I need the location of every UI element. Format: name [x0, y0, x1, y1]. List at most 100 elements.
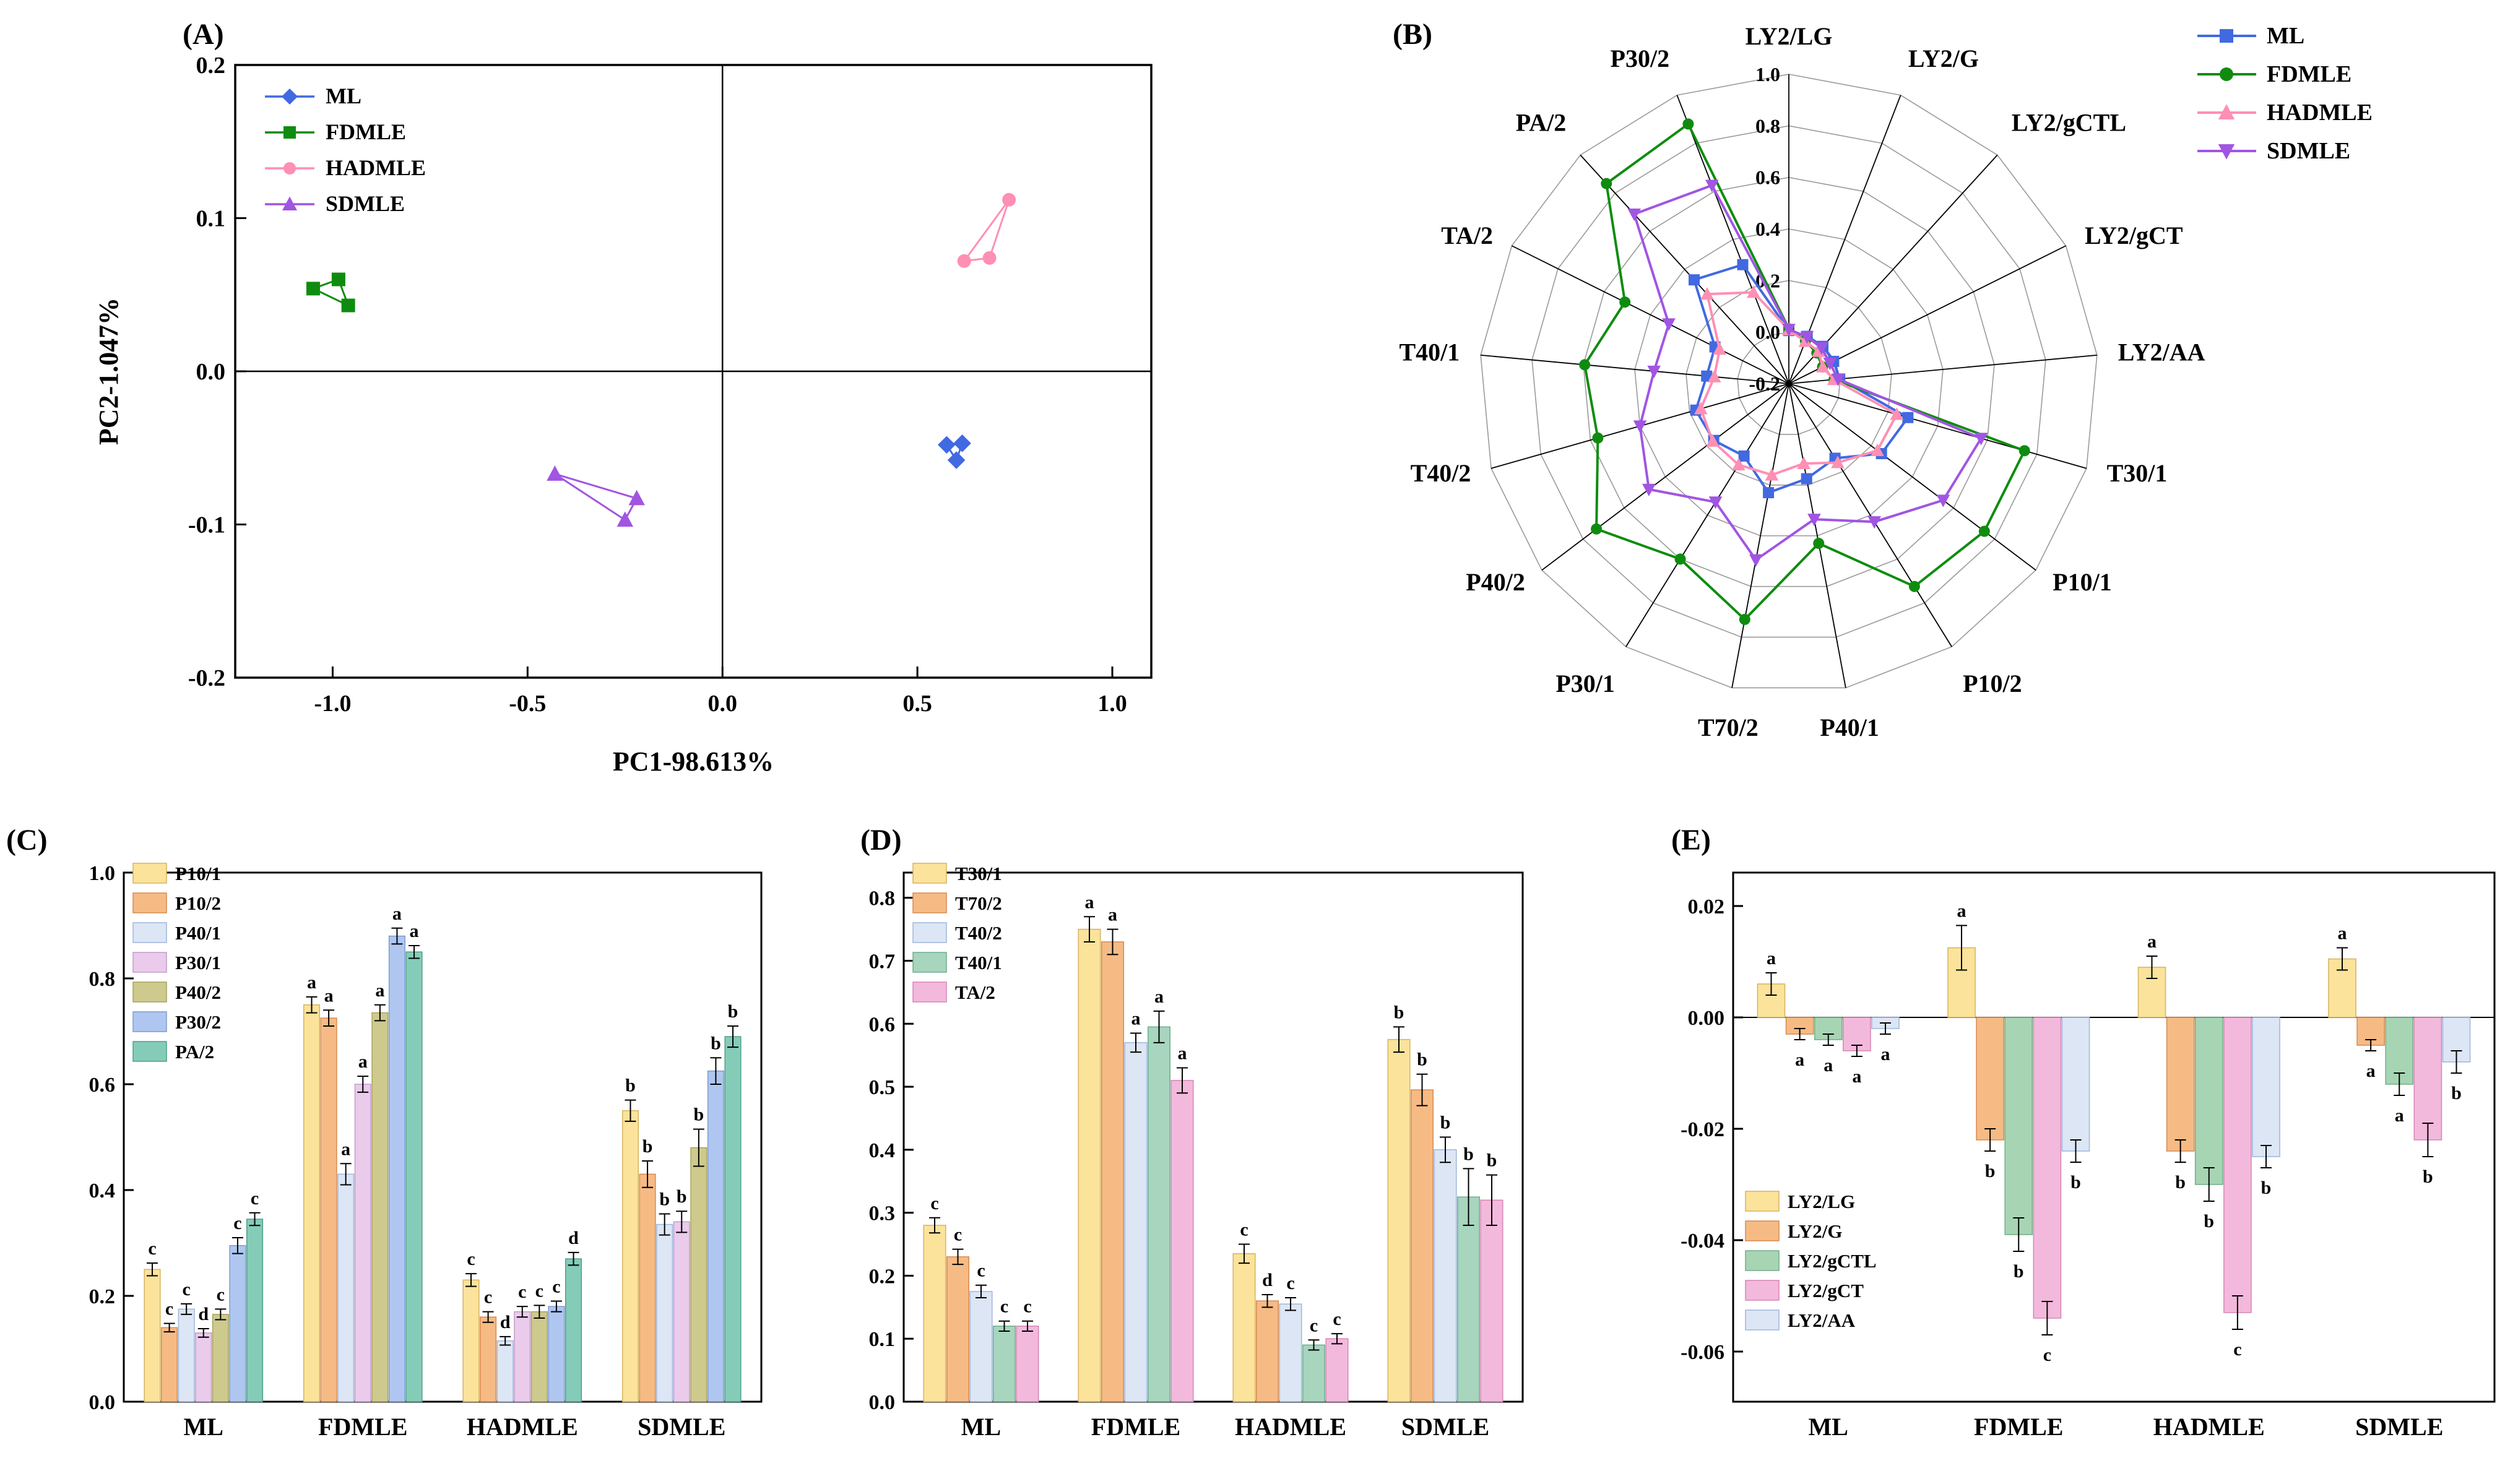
svg-text:1.0: 1.0 [89, 862, 116, 885]
svg-text:0.3: 0.3 [869, 1202, 896, 1225]
svg-text:b: b [1440, 1113, 1451, 1133]
svg-text:LY2/G: LY2/G [1788, 1220, 1842, 1242]
svg-text:0.1: 0.1 [196, 206, 226, 232]
svg-text:c: c [552, 1277, 560, 1297]
svg-text:b: b [2175, 1172, 2186, 1193]
svg-text:c: c [1023, 1296, 1031, 1317]
series-P10/1: c a c b [144, 972, 639, 1402]
series-P30/2: c a c b [229, 904, 724, 1402]
svg-text:b: b [1394, 1002, 1404, 1022]
svg-text:HADMLE: HADMLE [2153, 1413, 2265, 1441]
svg-text:a: a [1824, 1055, 1833, 1076]
svg-text:0.6: 0.6 [1755, 166, 1780, 189]
svg-text:P10/2: P10/2 [1963, 670, 2022, 697]
svg-text:a: a [1852, 1066, 1861, 1087]
svg-text:0.0: 0.0 [89, 1391, 116, 1414]
svg-text:TA/2: TA/2 [955, 981, 995, 1003]
pca-plot: -1.0 -0.5 0.0 0.5 1.0 -0.2 -0.1 0.0 0.1 0.2 PC1-98… [93, 53, 1153, 777]
svg-text:1.0: 1.0 [1097, 691, 1127, 717]
panel-c-bar-chart: 0.0 0.2 0.4 0.6 0.8 1.0 c a c b c a c b c a d b d a c b c a c b c a… [89, 862, 763, 1441]
svg-text:LY2/gCTL: LY2/gCTL [2012, 108, 2126, 136]
svg-text:PC1-98.613%: PC1-98.613% [613, 746, 774, 777]
svg-text:c: c [2233, 1339, 2241, 1360]
svg-text:1.0: 1.0 [1755, 63, 1780, 85]
series-FDMLE [306, 272, 355, 313]
svg-text:LY2/G: LY2/G [1908, 45, 1979, 72]
svg-text:LY2/LG: LY2/LG [1788, 1191, 1855, 1212]
svg-text:c: c [1000, 1296, 1008, 1317]
svg-text:c: c [484, 1287, 492, 1308]
svg-text:T70/2: T70/2 [955, 892, 1002, 914]
svg-text:0.8: 0.8 [89, 968, 116, 991]
panel-b-radar-chart: 1.00.80.60.40.20.0-0.2LY2/LGLY2/GLY2/gCT… [1399, 22, 2373, 741]
svg-text:a: a [1131, 1009, 1141, 1029]
svg-text:d: d [568, 1228, 579, 1248]
svg-text:LY2/LG: LY2/LG [1746, 22, 1833, 50]
series-FDMLE [1579, 118, 2030, 625]
panel-c-label: (C) [6, 824, 48, 856]
svg-text:P30/2: P30/2 [175, 1011, 221, 1033]
series-ML [938, 434, 971, 469]
svg-text:ML: ML [961, 1413, 1001, 1441]
svg-text:0.4: 0.4 [869, 1139, 896, 1162]
series-PA/2: c a d b [246, 921, 742, 1402]
svg-text:P10/1: P10/1 [175, 863, 221, 884]
legend: ML FDMLE HADMLE SDMLE [265, 84, 426, 216]
svg-text:P40/2: P40/2 [1466, 568, 1525, 596]
svg-text:-0.04: -0.04 [1681, 1230, 1724, 1253]
series-T40/1: c a c b [993, 986, 1480, 1402]
svg-text:FDMLE: FDMLE [318, 1413, 407, 1441]
svg-text:d: d [500, 1312, 511, 1332]
svg-text:HADMLE: HADMLE [1235, 1413, 1346, 1441]
svg-text:c: c [1240, 1220, 1248, 1240]
legend: LY2/LG LY2/G LY2/gCTL LY2/gCT LY2/AA [1745, 1191, 1877, 1331]
svg-text:a: a [392, 904, 402, 924]
svg-text:T40/2: T40/2 [1411, 459, 1471, 487]
svg-text:HADMLE: HADMLE [2267, 100, 2373, 126]
svg-text:c: c [1333, 1309, 1341, 1329]
panel-d-label: (D) [860, 824, 902, 856]
svg-text:b: b [677, 1186, 687, 1207]
svg-text:0.1: 0.1 [869, 1328, 896, 1351]
svg-text:b: b [2451, 1083, 2462, 1103]
svg-text:LY2/gCT: LY2/gCT [2085, 222, 2183, 249]
svg-text:0.0: 0.0 [1755, 321, 1780, 343]
svg-text:SDMLE: SDMLE [2355, 1413, 2443, 1441]
svg-text:0.00: 0.00 [1688, 1007, 1725, 1030]
svg-text:a: a [341, 1139, 350, 1159]
svg-text:0.02: 0.02 [1688, 895, 1725, 918]
svg-text:0.0: 0.0 [707, 691, 737, 717]
svg-text:T40/1: T40/1 [1399, 339, 1460, 366]
svg-text:T70/2: T70/2 [1698, 714, 1759, 741]
series-HADMLE [957, 192, 1016, 268]
svg-text:a: a [358, 1051, 368, 1072]
svg-text:FDMLE: FDMLE [1974, 1413, 2063, 1441]
svg-text:b: b [2423, 1167, 2433, 1187]
svg-text:a: a [410, 921, 419, 941]
svg-text:0.7: 0.7 [869, 951, 896, 973]
svg-text:b: b [728, 1001, 738, 1022]
svg-text:FDMLE: FDMLE [1091, 1413, 1180, 1441]
svg-text:a: a [1795, 1050, 1804, 1070]
series-P40/2: c a c b [212, 980, 707, 1402]
svg-text:c: c [251, 1188, 259, 1209]
svg-text:c: c [2043, 1345, 2051, 1365]
svg-text:P30/2: P30/2 [1611, 45, 1670, 72]
svg-text:-1.0: -1.0 [314, 691, 351, 717]
svg-text:-0.2: -0.2 [1749, 373, 1780, 395]
svg-text:0.5: 0.5 [902, 691, 932, 717]
svg-text:0.0: 0.0 [196, 359, 226, 385]
svg-text:0.8: 0.8 [1755, 114, 1780, 137]
svg-text:LY2/gCT: LY2/gCT [1788, 1280, 1864, 1301]
svg-text:T30/1: T30/1 [955, 863, 1002, 884]
svg-text:a: a [2338, 923, 2347, 944]
svg-text:c: c [535, 1280, 543, 1301]
series-HADMLE [1694, 285, 1904, 481]
svg-text:PC2-1.047%: PC2-1.047% [93, 298, 124, 445]
svg-text:ML: ML [326, 84, 361, 108]
svg-text:c: c [165, 1298, 173, 1319]
svg-text:FDMLE: FDMLE [2267, 61, 2351, 87]
